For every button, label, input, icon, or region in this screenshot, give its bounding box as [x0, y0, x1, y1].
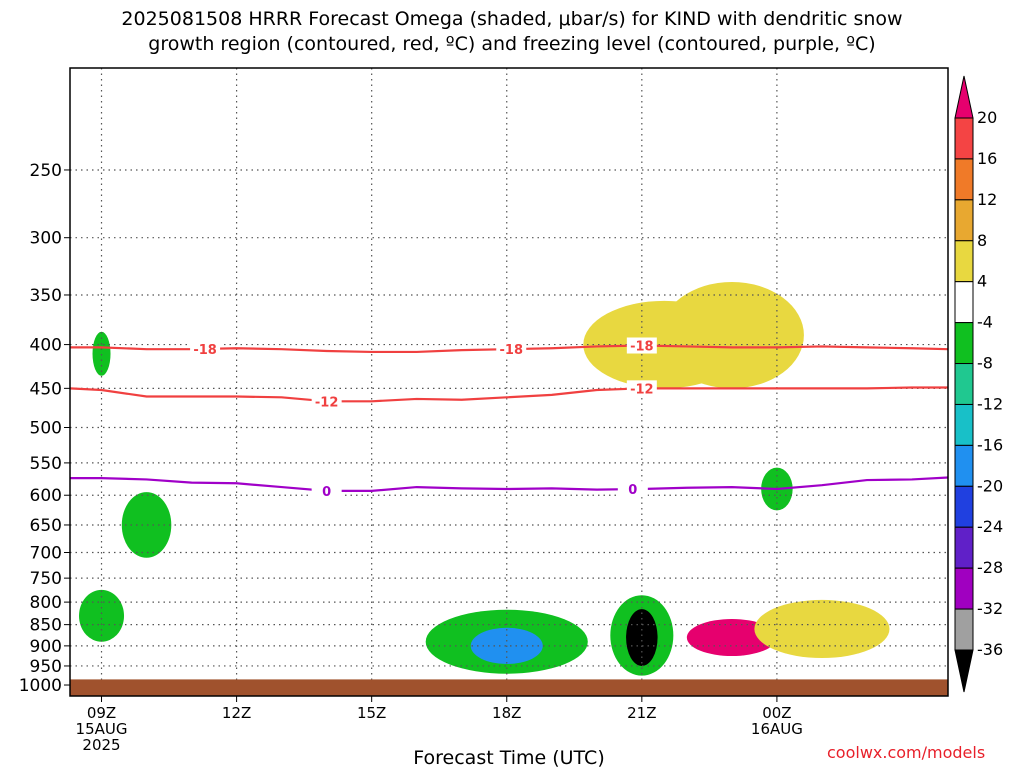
y-tick-label: 750 [30, 569, 62, 589]
y-tick-label: 500 [30, 418, 62, 438]
y-tick-label: 300 [30, 229, 62, 249]
omega-shade-8 [626, 609, 658, 666]
x-tick-label: 00Z [762, 704, 791, 722]
x-tick-label: 18Z [492, 704, 521, 722]
plot-frame [69, 67, 949, 697]
colorbar-label: -36 [977, 640, 1003, 659]
contour-label-bg [617, 481, 648, 498]
contour-label: -12 [315, 395, 339, 410]
colorbar-segment [954, 322, 974, 365]
colorbar-segment [954, 158, 974, 201]
colorbar-label: -4 [977, 313, 993, 332]
omega-shade-3 [121, 492, 172, 558]
colorbar-label: -32 [977, 599, 1003, 618]
y-tick-label: 800 [30, 593, 62, 613]
contour-label: 0 [628, 483, 637, 498]
colorbar-segment [954, 363, 974, 405]
x-tick-label: 2025 [82, 736, 120, 754]
contour-0 [70, 476, 948, 492]
contour-label-bg [496, 341, 527, 358]
contour-label: -18 [193, 343, 217, 358]
y-tick-label: 700 [30, 544, 62, 564]
omega-shade-4 [79, 589, 125, 642]
colorbar-label: 16 [977, 149, 997, 168]
colorbar-segment [954, 117, 974, 160]
credit-text: coolwx.com/models [827, 743, 986, 762]
colorbar-label: 12 [977, 190, 997, 209]
colorbar-label: -12 [977, 394, 1003, 413]
y-tick-label: 450 [30, 379, 62, 399]
colorbar-label: -16 [977, 435, 1003, 454]
colorbar-segment [954, 567, 974, 610]
colorbar-label: -8 [977, 354, 993, 373]
y-tick-label: 650 [30, 516, 62, 536]
chart-title-line-2: growth region (contoured, red, ºC) and f… [148, 33, 876, 55]
colorbar-label: -24 [977, 517, 1003, 536]
y-tick-label: 950 [30, 657, 62, 677]
omega-shade-10 [754, 599, 890, 659]
colorbar-top-arrow [954, 75, 974, 119]
colorbar: 20 16 12 8 4 -4 -8 -12 -16 -20 -24 -28 -32 -36 [954, 75, 1003, 693]
omega-shade-1 [659, 282, 804, 389]
contour--12 [70, 386, 948, 403]
y-tick-label: 600 [30, 486, 62, 506]
x-tick-label: 15Z [357, 704, 386, 722]
x-tick-label: 09Z [87, 704, 116, 722]
y-tick-label: 350 [30, 286, 62, 306]
y-tick-label: 550 [30, 454, 62, 474]
colorbar-segment [954, 403, 974, 446]
y-tick-label: 900 [30, 637, 62, 657]
colorbar-label: -20 [977, 476, 1003, 495]
colorbar-segment [954, 608, 974, 651]
omega-shade-9 [686, 618, 777, 657]
colorbar-segment [954, 281, 974, 324]
contour-label: -12 [630, 382, 654, 397]
ground-surface [70, 679, 948, 696]
colorbar-label: 8 [977, 231, 987, 250]
y-tick-label: 400 [30, 336, 62, 356]
colorbar-label: 4 [977, 272, 987, 291]
contour-label: -18 [500, 343, 524, 358]
colorbar-segment [954, 199, 974, 242]
y-tick-label: 1000 [19, 676, 62, 696]
chart-title-line-1: 2025081508 HRRR Forecast Omega (shaded, … [121, 8, 903, 30]
contour-label-bg [190, 340, 221, 357]
x-tick-label: 16AUG [751, 720, 803, 738]
contour-label: 0 [322, 485, 331, 500]
x-tick-label: 15AUG [76, 720, 128, 738]
contour-label: -18 [630, 340, 654, 355]
colorbar-segment [954, 485, 974, 528]
x-tick-label: 12Z [222, 704, 251, 722]
y-tick-label: 250 [30, 161, 62, 181]
contour-label-bg [311, 393, 342, 410]
contour-label-bg [626, 380, 657, 397]
colorbar-segment [954, 240, 974, 283]
colorbar-bottom-arrow [954, 649, 974, 693]
x-tick-label: 21Z [627, 704, 656, 722]
y-tick-label: 850 [30, 616, 62, 636]
omega-shade-2 [92, 331, 111, 376]
colorbar-label: 20 [977, 108, 997, 127]
colorbar-segment [954, 444, 974, 487]
colorbar-label: -28 [977, 558, 1003, 577]
contour-label-bg [626, 337, 657, 354]
x-axis-label: Forecast Time (UTC) [413, 747, 604, 768]
colorbar-segment [954, 526, 974, 569]
contour-label-bg [311, 482, 342, 499]
